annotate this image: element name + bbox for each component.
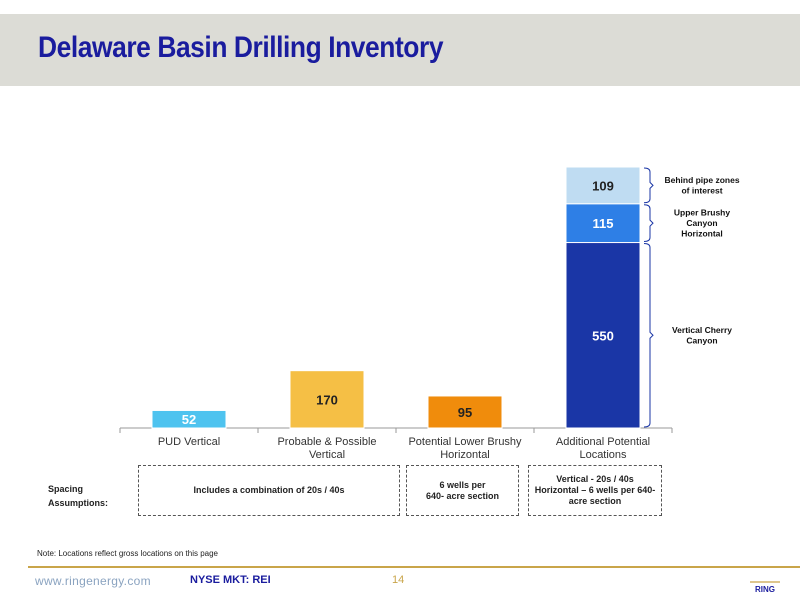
- x-tick-label: PUD Vertical: [158, 436, 220, 448]
- annotation-label: Upper Brushy: [674, 208, 730, 218]
- spacing-box-combined-text: Includes a combination of 20s / 40s: [193, 485, 345, 495]
- spacing-box-horizontal-line2: 640- acre section: [425, 490, 500, 501]
- spacing-box-combined: Includes a combination of 20s / 40s: [138, 465, 400, 516]
- annotation-label: of interest: [681, 186, 722, 196]
- bar-data-label: 52: [182, 412, 196, 427]
- spacing-label-line2: Assumptions:: [48, 498, 109, 508]
- bar-segment: [151, 409, 227, 429]
- bar-data-label: 170: [316, 392, 338, 407]
- annotation-label: Vertical Cherry: [672, 325, 732, 335]
- bar-data-label: 109: [592, 178, 614, 193]
- footer-divider: [28, 566, 800, 568]
- ring-logo-text: RING: [755, 585, 775, 594]
- page-number: 14: [392, 574, 405, 586]
- bar-segment: [565, 166, 641, 205]
- x-tick-label: Horizontal: [440, 449, 490, 461]
- bar-segment: [565, 242, 641, 429]
- spacing-box-additional-line2: Horizontal – 6 wells per 640-: [534, 485, 656, 495]
- annotation-bracket: [643, 204, 654, 243]
- bar-segment: [427, 395, 503, 429]
- bar-segment: [565, 203, 641, 244]
- annotation-label: Canyon: [686, 218, 717, 228]
- x-tick-label: Additional Potential: [556, 436, 650, 448]
- annotation-label: Canyon: [686, 336, 717, 346]
- spacing-assumptions-label: Spacing Assumptions:: [48, 482, 118, 510]
- spacing-box-additional-line3: acre section: [568, 496, 622, 506]
- bar-data-label: 115: [593, 216, 614, 231]
- header-band: [0, 14, 800, 86]
- annotation-label: Behind pipe zones: [664, 175, 739, 185]
- footer-website-link[interactable]: www.ringenergy.com: [35, 574, 151, 588]
- annotation-bracket: [643, 243, 654, 428]
- footer-ticker: NYSE MKT: REI: [190, 574, 271, 586]
- ring-logo: RING: [750, 581, 780, 594]
- spacing-box-horizontal-line1: 6 wells per: [439, 479, 486, 490]
- slide-title: Delaware Basin Drilling Inventory: [38, 31, 444, 64]
- x-tick-label: Vertical: [309, 449, 345, 461]
- bar-data-label: 550: [592, 328, 614, 343]
- spacing-box-additional-line1: Vertical - 20s / 40s: [556, 474, 634, 484]
- bar-data-label: 95: [458, 405, 472, 420]
- annotation-bracket: [643, 167, 654, 204]
- annotation-label: Horizontal: [681, 229, 723, 239]
- spacing-box-additional: Vertical - 20s / 40s Horizontal – 6 well…: [528, 465, 662, 516]
- footnote: Note: Locations reflect gross locations …: [37, 549, 218, 558]
- x-tick-label: Locations: [579, 449, 627, 461]
- bar-segment: [289, 370, 365, 429]
- spacing-label-line1: Spacing: [48, 484, 84, 494]
- spacing-box-horizontal: 6 wells per 640- acre section: [406, 465, 519, 516]
- x-tick-label: Potential Lower Brushy: [408, 436, 522, 448]
- x-tick-label: Probable & Possible: [277, 436, 376, 448]
